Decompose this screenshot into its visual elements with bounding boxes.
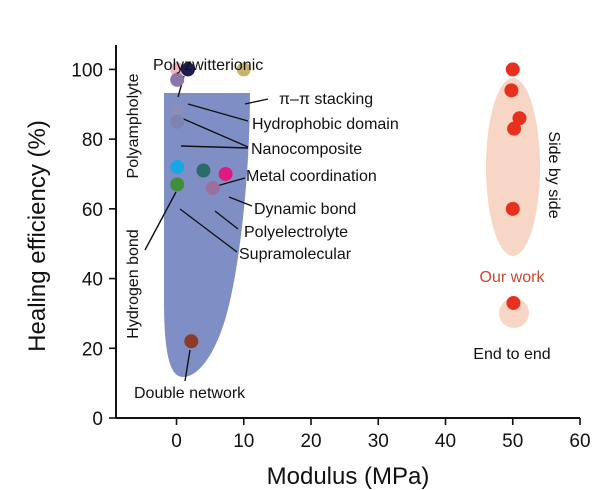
point-supramolecular — [170, 177, 185, 192]
our-work-end-to-end-region — [499, 298, 529, 328]
label-hydrogen-bond: Hydrogen bond — [125, 229, 142, 338]
leader-pi-stacking — [244, 98, 269, 105]
x-tick-label: 60 — [569, 431, 590, 452]
point--stacking — [236, 62, 251, 77]
point-hydrophobic-domain — [180, 62, 195, 77]
label-polyelectrolyte: Polyelectrolyte — [244, 224, 348, 241]
x-tick-label: 0 — [171, 431, 182, 452]
label-side-by-side: Side by side — [545, 131, 562, 218]
literature-region-shape — [164, 93, 250, 377]
leader-lines — [144, 75, 269, 382]
leader-polyelectrolyte — [214, 210, 239, 230]
point-hydrogen-bond — [170, 160, 185, 175]
x-tick-label: 40 — [435, 431, 456, 452]
x-tick-label: 10 — [233, 431, 254, 452]
label-supramolecular: Supramolecular — [239, 246, 352, 263]
point-our-work-side-by-side — [505, 62, 520, 77]
point-nanocomposite — [170, 114, 185, 129]
point-polyzwitterionic — [170, 62, 185, 77]
y-tick-label: 40 — [82, 270, 103, 291]
label-polyzwitterionic: Polyzwitterionic — [153, 57, 263, 74]
annotation-labels: Polyzwitterionic π–π stacking Hydrophobi… — [125, 57, 562, 402]
literature-region — [164, 93, 250, 377]
point-double-network — [184, 334, 199, 349]
y-tick-label: 60 — [82, 200, 103, 221]
leader-double-network — [184, 349, 191, 382]
label-double-network: Double network — [134, 385, 246, 402]
label-metal: Metal coordination — [246, 168, 377, 185]
our-work-region — [486, 78, 540, 328]
our-work-points — [504, 62, 527, 310]
label-our-work: Our work — [480, 269, 546, 286]
point-dynamic-bond — [218, 166, 233, 181]
leader-hydrogen-bond — [144, 191, 177, 251]
x-axis-title: Modulus (MPa) — [267, 463, 430, 490]
x-tick-label: 50 — [502, 431, 523, 452]
y-ticks: 0 20 40 60 80 100 — [71, 60, 116, 430]
label-end-to-end: End to end — [473, 346, 550, 363]
axes: 0 10 20 30 40 50 60 0 20 40 60 80 100 — [71, 45, 591, 452]
label-hydrophobic: Hydrophobic domain — [252, 116, 399, 133]
point-polyelectrolyte — [205, 180, 220, 195]
point-our-work-end-to-end — [506, 295, 521, 310]
y-tick-label: 0 — [92, 409, 103, 430]
y-tick-label: 100 — [71, 60, 103, 81]
leader-nanocomposite-1 — [178, 116, 249, 148]
leader-hydrophobic — [187, 103, 249, 122]
label-polyampholyte: Polyampholyte — [125, 73, 142, 178]
label-dynamic: Dynamic bond — [254, 201, 356, 218]
x-tick-label: 20 — [300, 431, 321, 452]
y-axis-title: Healing efficiency (%) — [24, 120, 51, 352]
leader-supramolecular — [179, 208, 238, 253]
literature-points — [170, 62, 251, 349]
point-our-work-side-by-side — [504, 83, 519, 98]
x-ticks: 0 10 20 30 40 50 60 — [171, 418, 591, 452]
our-work-side-by-side-region — [486, 78, 540, 256]
x-tick-label: 30 — [368, 431, 389, 452]
leader-dynamic — [228, 196, 253, 207]
point-our-work-side-by-side — [512, 111, 527, 126]
y-tick-label: 20 — [82, 339, 103, 360]
leader-nanocomposite-2 — [180, 145, 249, 149]
y-tick-label: 80 — [82, 130, 103, 151]
point-our-work-side-by-side — [505, 201, 520, 216]
label-nanocomposite: Nanocomposite — [251, 141, 362, 158]
label-pi-stacking: π–π stacking — [279, 91, 373, 108]
point-nanocomposite — [170, 104, 185, 119]
point-our-work-side-by-side — [507, 121, 522, 136]
point-metal-coordination — [196, 163, 211, 178]
point-polyampholyte — [170, 72, 185, 87]
